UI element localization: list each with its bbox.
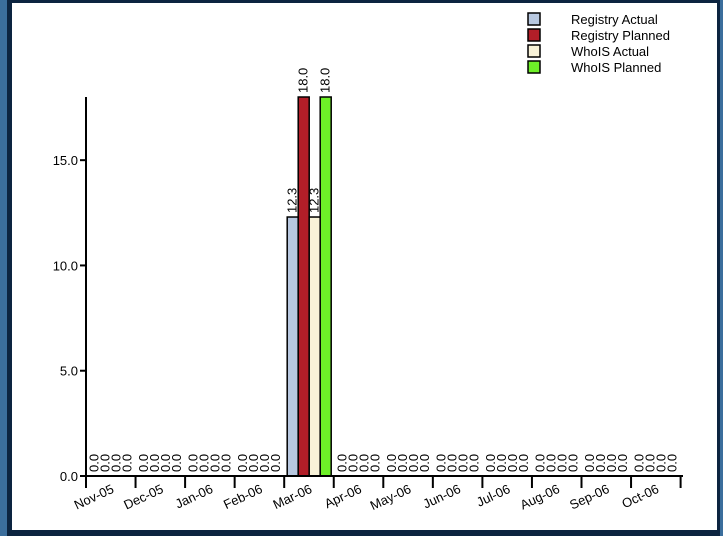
- data-label: 0.0: [615, 454, 630, 472]
- legend-label: WhoIS Planned: [571, 60, 661, 75]
- x-tick-label: Aug-06: [518, 481, 562, 512]
- data-label: 0.0: [197, 454, 212, 472]
- data-label: 0.0: [444, 454, 459, 472]
- y-tick-label: 0.0: [60, 469, 78, 484]
- data-label: 0.0: [395, 454, 410, 472]
- x-tick-label: Oct-06: [619, 481, 661, 511]
- legend-label: Registry Actual: [571, 12, 658, 27]
- data-label: 0.0: [466, 454, 481, 472]
- data-label: 18.0: [318, 68, 333, 93]
- data-label: 0.0: [208, 454, 223, 472]
- x-tick-label: Jun-06: [421, 481, 463, 511]
- bar-whois-actual-mar-06: [308, 216, 321, 477]
- data-label: 0.0: [109, 454, 124, 472]
- data-label: 0.0: [582, 454, 597, 472]
- data-label: 0.0: [169, 454, 184, 472]
- data-label: 0.0: [186, 454, 201, 472]
- x-tick-label: Jan-06: [173, 481, 215, 511]
- data-label: 0.0: [505, 454, 520, 472]
- data-label: 0.0: [532, 454, 547, 472]
- data-label: 0.0: [246, 454, 261, 472]
- data-label: 0.0: [219, 454, 234, 472]
- data-label: 0.0: [455, 454, 470, 472]
- x-tick-label: Jul-06: [474, 481, 512, 510]
- y-tick-label: 15.0: [53, 153, 78, 168]
- x-tick-label: May-06: [368, 481, 414, 513]
- bar-registry-planned-mar-06: [297, 96, 310, 477]
- data-label: 0.0: [543, 454, 558, 472]
- y-tick-label: 10.0: [53, 258, 78, 273]
- frame-accent-left: [0, 0, 7, 536]
- data-label: 0.0: [483, 454, 498, 472]
- x-tick-label: Dec-05: [121, 481, 165, 512]
- data-label: 0.0: [643, 454, 658, 472]
- data-label: 0.0: [565, 454, 580, 472]
- data-label: 0.0: [406, 454, 421, 472]
- data-label: 0.0: [632, 454, 647, 472]
- data-label: 12.3: [307, 188, 322, 213]
- legend-swatch-whois-actual: [527, 44, 541, 58]
- x-tick-label: Sep-06: [567, 481, 611, 512]
- data-label: 0.0: [268, 454, 283, 472]
- data-label: 0.0: [158, 454, 173, 472]
- data-labels-layer: 0.00.00.00.0 0.00.00.00.0 0.00.00.00.0 0.00…: [87, 68, 680, 472]
- data-label: 0.0: [334, 454, 349, 472]
- x-tick-label: Nov-05: [72, 481, 116, 512]
- data-label: 0.0: [417, 454, 432, 472]
- data-label: 0.0: [384, 454, 399, 472]
- data-label: 0.0: [356, 454, 371, 472]
- data-label: 0.0: [98, 454, 113, 472]
- data-label: 0.0: [136, 454, 151, 472]
- legend-label: Registry Planned: [571, 28, 670, 43]
- data-label: 0.0: [604, 454, 619, 472]
- legend-swatch-whois-planned: [527, 60, 541, 74]
- y-tick-label: 5.0: [60, 364, 78, 379]
- data-label: 0.0: [433, 454, 448, 472]
- x-tick-label: Apr-06: [322, 481, 364, 511]
- bars-layer: [286, 96, 332, 477]
- data-label: 18.0: [296, 68, 311, 93]
- data-label: 0.0: [593, 454, 608, 472]
- data-label: 0.0: [654, 454, 669, 472]
- data-label: 0.0: [257, 454, 272, 472]
- frame-accent-right: [720, 0, 723, 536]
- x-tick-label: Mar-06: [271, 481, 315, 512]
- legend-swatch-registry-planned: [527, 28, 541, 42]
- data-label: 0.0: [367, 454, 382, 472]
- bar-registry-actual-mar-06: [286, 216, 299, 477]
- x-tick-label: Feb-06: [221, 481, 265, 512]
- data-label: 0.0: [345, 454, 360, 472]
- data-label: 0.0: [235, 454, 250, 472]
- legend-label: WhoIS Actual: [571, 44, 649, 59]
- data-label: 0.0: [120, 454, 135, 472]
- data-label: 0.0: [87, 454, 102, 472]
- data-label: 0.0: [516, 454, 531, 472]
- data-label: 0.0: [147, 454, 162, 472]
- legend-swatch-registry-actual: [527, 12, 541, 26]
- data-label: 0.0: [554, 454, 569, 472]
- data-label: 0.0: [665, 454, 680, 472]
- data-label: 12.3: [285, 188, 300, 213]
- bar-whois-planned-mar-06: [319, 96, 332, 477]
- data-label: 0.0: [494, 454, 509, 472]
